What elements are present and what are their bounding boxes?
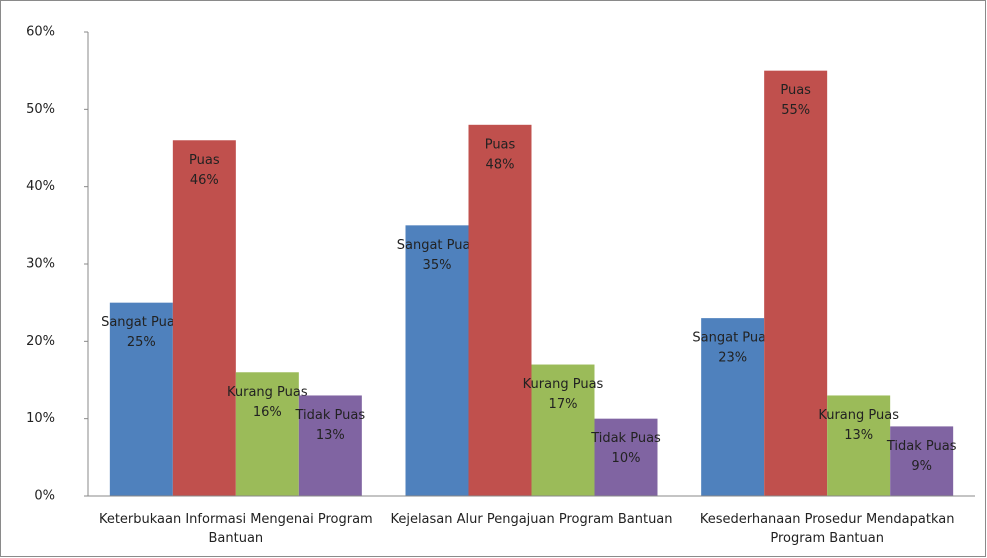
data-label-name: Puas [485, 137, 516, 152]
bar [468, 124, 532, 497]
y-tick-label: 10% [26, 411, 55, 426]
data-label: 16% [253, 405, 282, 420]
data-label: 9% [911, 459, 932, 474]
data-label: 46% [190, 173, 219, 188]
bar [298, 395, 362, 496]
data-label: 23% [718, 351, 747, 366]
data-label-name: Sangat Puas [397, 238, 478, 253]
bar [890, 426, 954, 496]
y-tick-label: 40% [26, 179, 55, 194]
bar [701, 318, 765, 496]
bar [235, 372, 299, 496]
x-tick-label: Kejelasan Alur Pengajuan Program Bantuan [390, 512, 673, 527]
data-label-name: Tidak Puas [590, 431, 661, 446]
bar [764, 70, 828, 497]
data-label-name: Puas [189, 153, 220, 168]
x-tick-label: Keterbukaan Informasi Mengenai Program B… [98, 512, 373, 546]
data-label: 25% [127, 335, 156, 350]
data-label-name: Sangat Puas [692, 331, 773, 346]
y-tick-label: 50% [26, 102, 55, 117]
data-label: 48% [486, 157, 515, 172]
data-label: 10% [612, 451, 641, 466]
data-label: 55% [781, 103, 810, 118]
bar [405, 225, 469, 497]
y-tick-label: 60% [26, 25, 55, 40]
data-label: 35% [423, 258, 452, 273]
bar [172, 140, 236, 496]
data-label-name: Tidak Puas [295, 408, 366, 423]
y-tick-label: 20% [26, 334, 55, 349]
bar [827, 395, 891, 496]
data-label: 13% [844, 428, 873, 443]
data-label-name: Kurang Puas [227, 385, 308, 400]
data-label: 17% [549, 397, 578, 412]
bar [109, 302, 173, 496]
data-label-name: Tidak Puas [886, 439, 957, 454]
data-label-name: Kurang Puas [523, 377, 604, 392]
data-label-name: Sangat Puas [101, 315, 182, 330]
data-label-name: Puas [780, 83, 811, 98]
y-tick-label: 30% [26, 257, 55, 272]
bar [594, 418, 658, 496]
x-tick-label: Kesederhanaan Prosedur Mendapatkan Progr… [699, 512, 955, 546]
bar [531, 364, 595, 496]
y-tick-label: 0% [34, 489, 55, 504]
data-label-name: Kurang Puas [818, 408, 899, 423]
data-label: 13% [316, 428, 345, 443]
